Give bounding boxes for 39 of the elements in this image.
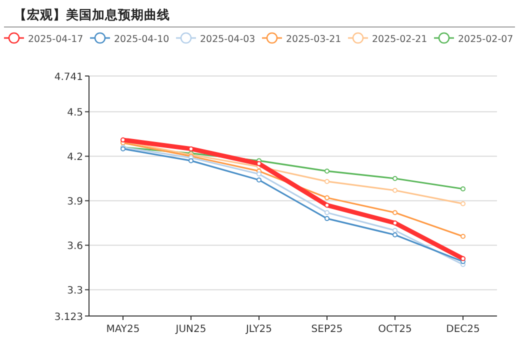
point — [256, 177, 262, 182]
point — [324, 195, 330, 200]
point — [392, 228, 398, 233]
legend-label: 2025-02-07 — [458, 34, 514, 45]
y-tick-label: 3.123 — [54, 312, 83, 323]
x-tick-label: MAY25 — [106, 324, 140, 335]
y-tick-label: 4.5 — [67, 108, 83, 119]
point — [256, 172, 262, 177]
x-tick-label: OCT25 — [378, 324, 412, 335]
point — [324, 216, 330, 222]
point — [324, 178, 330, 184]
x-tick-label: JUN25 — [174, 324, 206, 335]
legend-label: 2025-04-03 — [200, 34, 256, 45]
y-tick-label: 3.9 — [67, 196, 83, 208]
point — [324, 210, 330, 216]
y-tick-label: 4.741 — [54, 72, 83, 83]
x-tick-label: JLY25 — [244, 324, 272, 335]
legend-label: 2025-04-17 — [28, 34, 84, 45]
x-tick-label: DEC25 — [446, 324, 480, 335]
legend-label: 2025-02-21 — [372, 34, 428, 45]
point — [392, 232, 398, 238]
point — [460, 234, 466, 239]
point — [392, 176, 398, 181]
point — [392, 220, 398, 226]
point — [460, 186, 466, 192]
point — [460, 256, 466, 262]
y-tick-label: 4.2 — [67, 152, 83, 164]
point — [392, 188, 398, 193]
point — [324, 202, 330, 208]
y-tick-label: 3.6 — [67, 241, 83, 252]
point — [392, 210, 398, 216]
point — [460, 201, 466, 206]
y-tick-label: 3.3 — [67, 286, 83, 297]
legend-label: 2025-03-21 — [286, 34, 342, 45]
chart-title: 【宏观】美国加息预期曲线 — [14, 7, 170, 22]
point — [188, 158, 194, 164]
legend-label: 2025-04-10 — [114, 34, 170, 45]
x-tick-label: SEP25 — [311, 324, 343, 335]
point — [324, 168, 330, 174]
